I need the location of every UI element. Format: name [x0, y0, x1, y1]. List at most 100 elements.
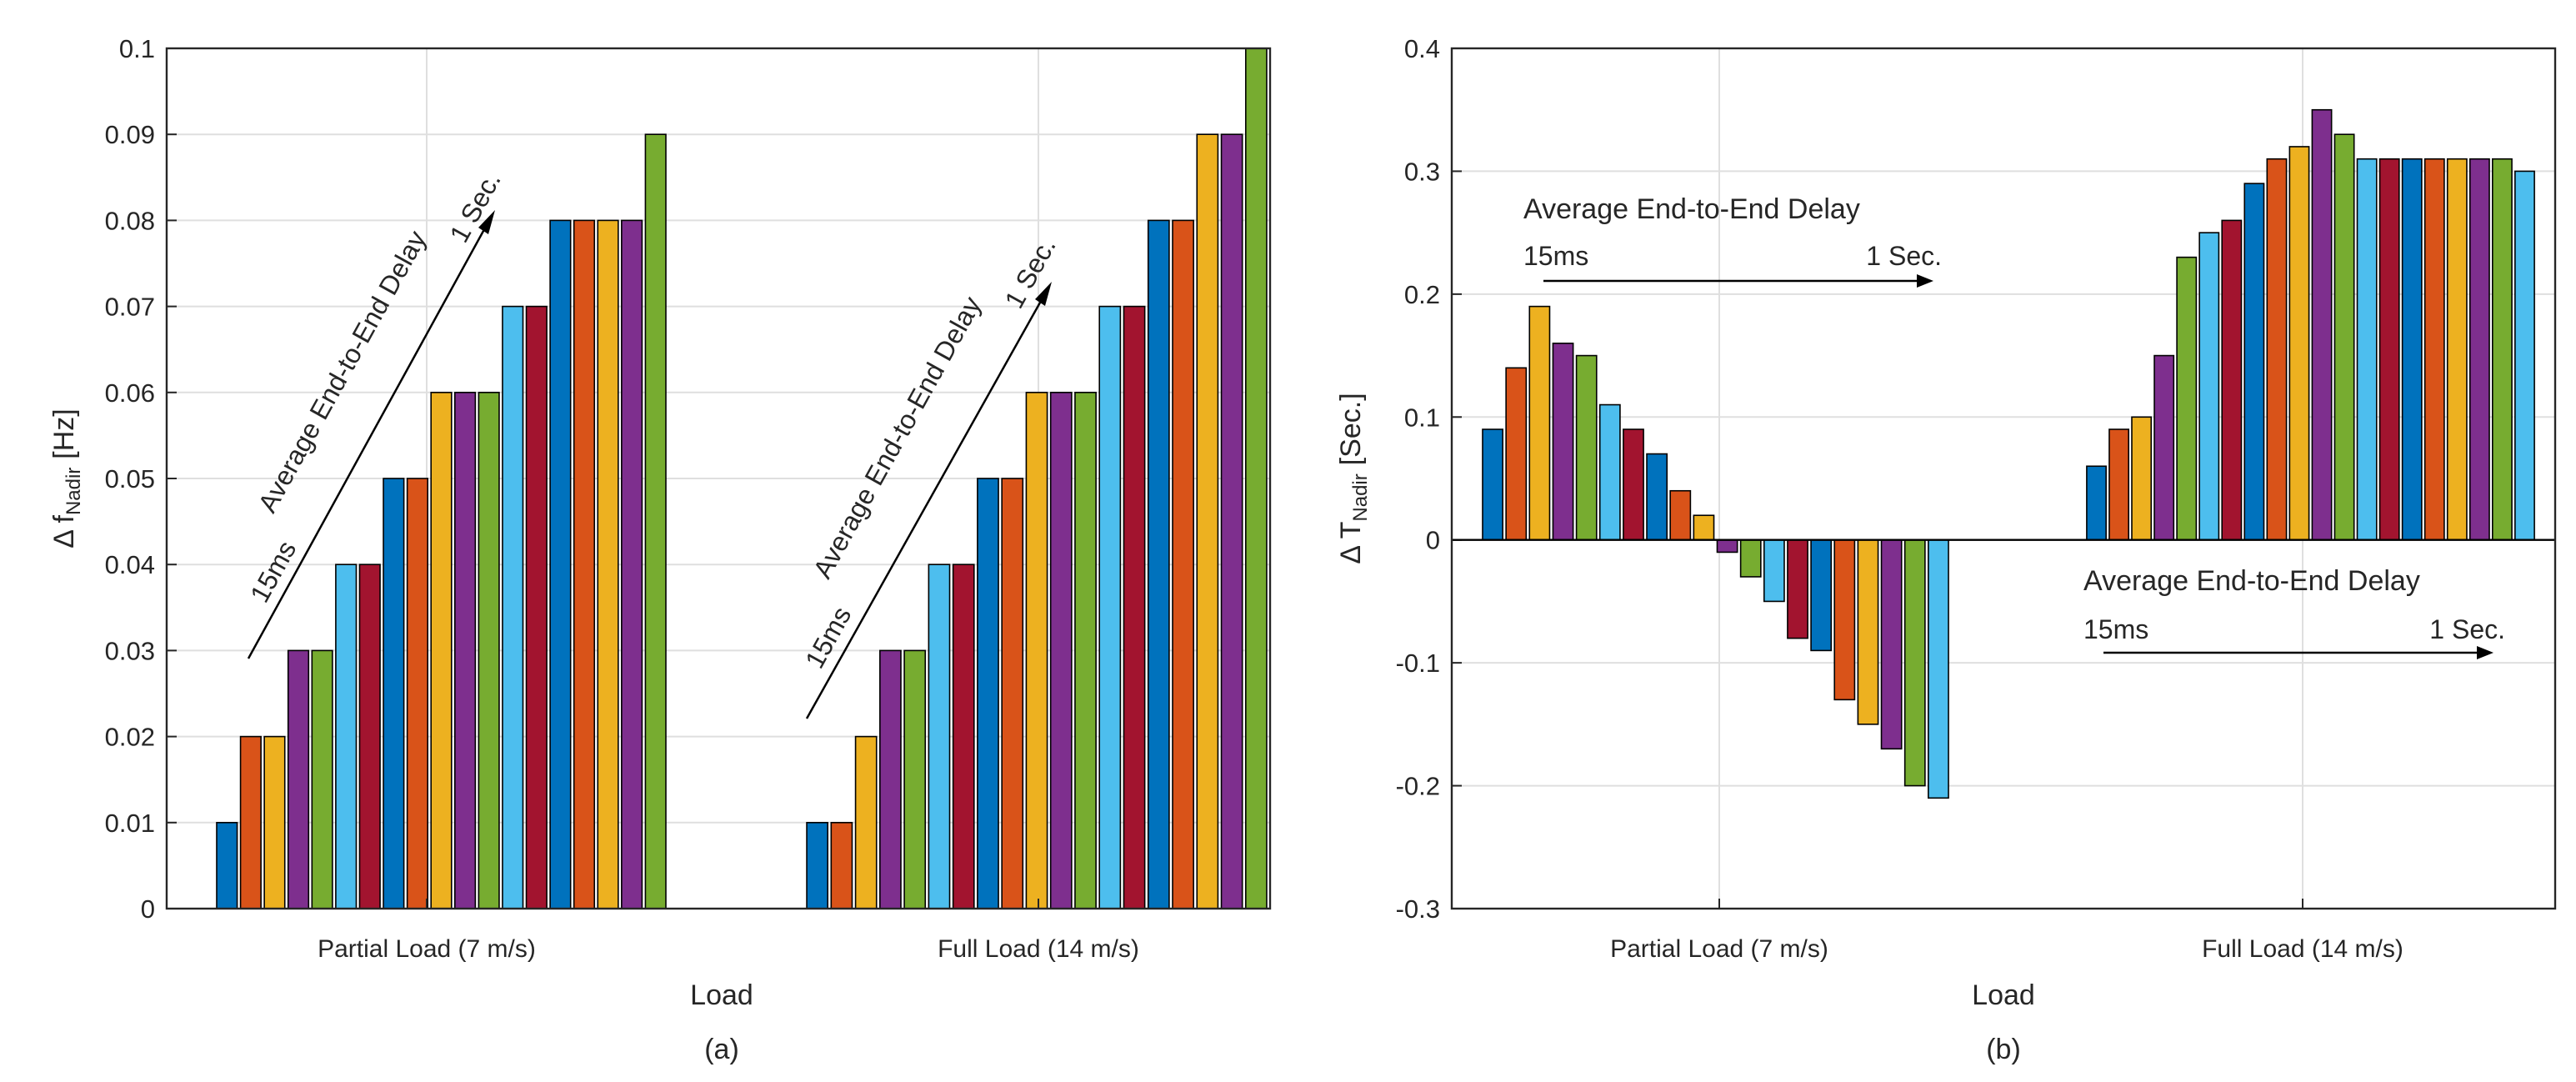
y-tick-label: -0.3 [1396, 894, 1440, 924]
bar [928, 564, 951, 909]
annotation-arrowhead [1917, 274, 1933, 288]
panel-caption-b: (b) [1986, 1034, 2021, 1065]
bar [478, 391, 500, 909]
bar [525, 305, 548, 909]
y-tick-label: 0.1 [1404, 403, 1440, 432]
panel-caption-a: (a) [704, 1034, 739, 1065]
bar [287, 649, 310, 909]
bar [1810, 538, 1833, 652]
bar [903, 649, 927, 909]
x-tick-label-partial: Partial Load (7 m/s) [1610, 935, 1828, 963]
bar [2356, 158, 2378, 541]
annotation-start: 15ms [2083, 614, 2148, 644]
bar [358, 564, 381, 909]
bar [406, 478, 429, 909]
bar [383, 478, 405, 909]
bar [1716, 538, 1738, 554]
annotation-arrow-line [805, 294, 1046, 719]
y-tick-label: 0 [1426, 526, 1440, 555]
bar [2311, 108, 2333, 541]
bar [1505, 367, 1528, 541]
bar [2468, 158, 2490, 541]
bar [216, 821, 238, 909]
x-tick-label-full: Full Load (14 m/s) [2202, 935, 2403, 963]
bars [1482, 108, 2535, 799]
annotation-arrow-line [247, 223, 489, 659]
bar [2333, 133, 2355, 541]
y-axis-label: Δ TNadir [Sec.] [1335, 393, 1372, 564]
y-tick-label: 0.2 [1404, 280, 1440, 309]
y-tick-label: 0.3 [1404, 157, 1440, 186]
bar [1552, 343, 1574, 541]
bar [2221, 219, 2243, 541]
x-tick-label-partial: Partial Load (7 m/s) [318, 935, 536, 963]
bar [1482, 428, 1503, 541]
bar [1623, 428, 1644, 541]
axes-box [1450, 47, 2557, 910]
bar [1244, 48, 1268, 909]
bar [1172, 219, 1194, 909]
bar [644, 133, 667, 909]
bar [1693, 514, 1715, 541]
bar [239, 735, 262, 909]
bar [2131, 416, 2153, 541]
y-axis-label-main: Δ f [48, 514, 80, 548]
bar [1857, 538, 1879, 725]
y-tick-label: 0 [141, 894, 155, 924]
bar [573, 219, 596, 909]
x-tick-label-full: Full Load (14 m/s) [938, 935, 1139, 963]
panel-a: 0 0.01 0.02 0.03 0.04 0.05 0.06 0.07 0.08 0.09 0.1… [48, 34, 1272, 1065]
axes-frame [1450, 47, 2557, 910]
bar [1001, 478, 1024, 909]
bars [216, 48, 1268, 909]
bar [502, 305, 524, 909]
bar [1196, 133, 1219, 909]
annotation-end: 1 Sec. [1866, 241, 1942, 271]
annotation-arrowhead [2477, 646, 2493, 659]
y-tick-label: 0.4 [1404, 34, 1440, 63]
x-axis-label: Load [1972, 979, 2035, 1011]
y-axis-label-sub: Nadir [63, 468, 85, 515]
axes-frame [165, 47, 1272, 910]
y-axis-label-main: Δ T [1335, 522, 1367, 564]
bar [1646, 453, 1668, 541]
bar [1123, 305, 1146, 909]
bar [2446, 158, 2468, 541]
y-tick-label: 0.03 [105, 636, 155, 665]
axes-box [165, 47, 1272, 910]
bar [830, 821, 853, 909]
y-tick-label: 0.05 [105, 464, 155, 493]
bar [977, 478, 999, 909]
bar [1880, 538, 1903, 750]
bar [1220, 133, 1243, 909]
y-tick-label: 0.1 [119, 34, 155, 63]
bar [952, 564, 975, 909]
bar [2378, 158, 2400, 541]
bar [879, 649, 902, 909]
y-tick-label: 0.06 [105, 378, 155, 408]
y-tick-label: 0.04 [105, 550, 155, 579]
bar [1669, 489, 1692, 541]
annotation-title: Average End-to-End Delay [1523, 193, 1860, 225]
bar [2266, 158, 2288, 541]
bar [549, 219, 572, 909]
bar [1833, 538, 1856, 701]
bar [2108, 428, 2130, 541]
bar [311, 649, 333, 909]
bar [2153, 354, 2175, 541]
annotation-end: 1 Sec. [2429, 614, 2505, 644]
annotation-arrowhead [1035, 282, 1052, 306]
y-tick-label: 0.08 [105, 206, 155, 235]
bar [1025, 391, 1048, 909]
bar [1763, 538, 1785, 603]
bar [2288, 146, 2310, 541]
annotation-title: Average End-to-End Delay [2083, 565, 2420, 597]
bar [2401, 158, 2423, 541]
bar [854, 735, 878, 909]
bar [1528, 305, 1551, 541]
bar [1098, 305, 1122, 909]
bar [1575, 354, 1598, 541]
bar [430, 391, 453, 909]
y-tick-label: 0.07 [105, 293, 155, 322]
bar [806, 821, 829, 909]
